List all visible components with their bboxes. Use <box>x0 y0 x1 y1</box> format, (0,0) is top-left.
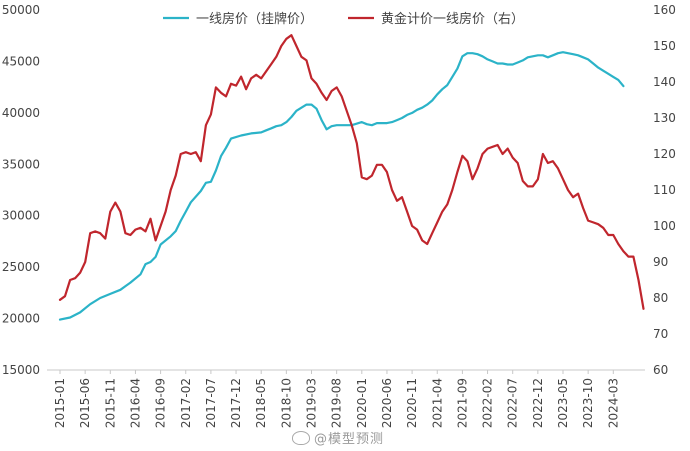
watermark: @模型预测 <box>292 428 384 447</box>
series-lines <box>58 34 645 321</box>
x-tick-label: 2016-04 <box>128 378 142 428</box>
x-tick-label: 2016-09 <box>154 378 168 428</box>
x-tick-label: 2017-02 <box>179 378 193 428</box>
left-tick-label: 20000 <box>2 312 40 326</box>
right-axis-tick-labels: 60 70 80 90 100 110 120 130 140 150 160 <box>653 3 676 377</box>
x-tick-label: 2022-07 <box>506 378 520 428</box>
x-tick-label: 2017-07 <box>204 378 218 428</box>
x-tick-label: 2021-09 <box>455 378 469 428</box>
left-tick-label: 15000 <box>2 363 40 377</box>
x-tick-label: 2020-11 <box>405 378 419 428</box>
x-tick-label: 2015-11 <box>103 378 117 428</box>
x-tick-label: 2022-12 <box>531 378 545 428</box>
right-tick-label: 80 <box>653 291 668 305</box>
x-axis-tick-labels: 2015-01 2015-06 2015-11 2016-04 2016-09 2017-… <box>53 378 620 428</box>
series-line-2 <box>58 34 645 310</box>
right-tick-label: 160 <box>653 3 676 17</box>
x-tick-label: 2024-03 <box>606 378 620 428</box>
left-axis-tick-labels: 15000 20000 25000 30000 35000 40000 45000 50000 <box>2 3 40 377</box>
right-tick-label: 120 <box>653 147 676 161</box>
x-tick-label: 2021-04 <box>430 378 444 428</box>
right-tick-label: 130 <box>653 111 676 125</box>
axes <box>47 369 645 374</box>
left-tick-label: 35000 <box>2 157 40 171</box>
x-tick-label: 2018-05 <box>254 378 268 428</box>
left-tick-label: 45000 <box>2 54 40 68</box>
x-tick-label: 2015-01 <box>53 378 67 428</box>
legend: 一线房价（挂牌价） 黄金计价一线房价（右） <box>163 11 524 27</box>
right-tick-label: 150 <box>653 39 676 53</box>
x-tick-label: 2022-02 <box>481 378 495 428</box>
right-tick-label: 110 <box>653 183 676 197</box>
legend-label: 黄金计价一线房价（右） <box>381 11 524 27</box>
x-tick-label: 2023-05 <box>556 378 570 428</box>
right-tick-label: 70 <box>653 327 668 341</box>
x-tick-label: 2020-06 <box>380 378 394 428</box>
right-tick-label: 100 <box>653 219 676 233</box>
x-tick-label: 2015-06 <box>78 378 92 428</box>
x-tick-label: 2019-03 <box>305 378 319 428</box>
left-tick-label: 50000 <box>2 3 40 17</box>
left-tick-label: 30000 <box>2 209 40 223</box>
left-tick-label: 25000 <box>2 260 40 274</box>
series-line-1 <box>58 51 625 321</box>
right-tick-label: 60 <box>653 363 668 377</box>
x-tick-label: 2018-10 <box>279 378 293 428</box>
x-tick-label: 2017-12 <box>229 378 243 428</box>
x-tick-label: 2019-08 <box>330 378 344 428</box>
x-tick-label: 2020-01 <box>355 378 369 428</box>
x-tick-label: 2023-10 <box>581 378 595 428</box>
left-tick-label: 40000 <box>2 106 40 120</box>
watermark-text: @模型预测 <box>314 432 385 447</box>
weibo-icon <box>292 431 310 445</box>
right-tick-label: 90 <box>653 255 668 269</box>
right-tick-label: 140 <box>653 75 676 89</box>
legend-label: 一线房价（挂牌价） <box>196 11 313 27</box>
